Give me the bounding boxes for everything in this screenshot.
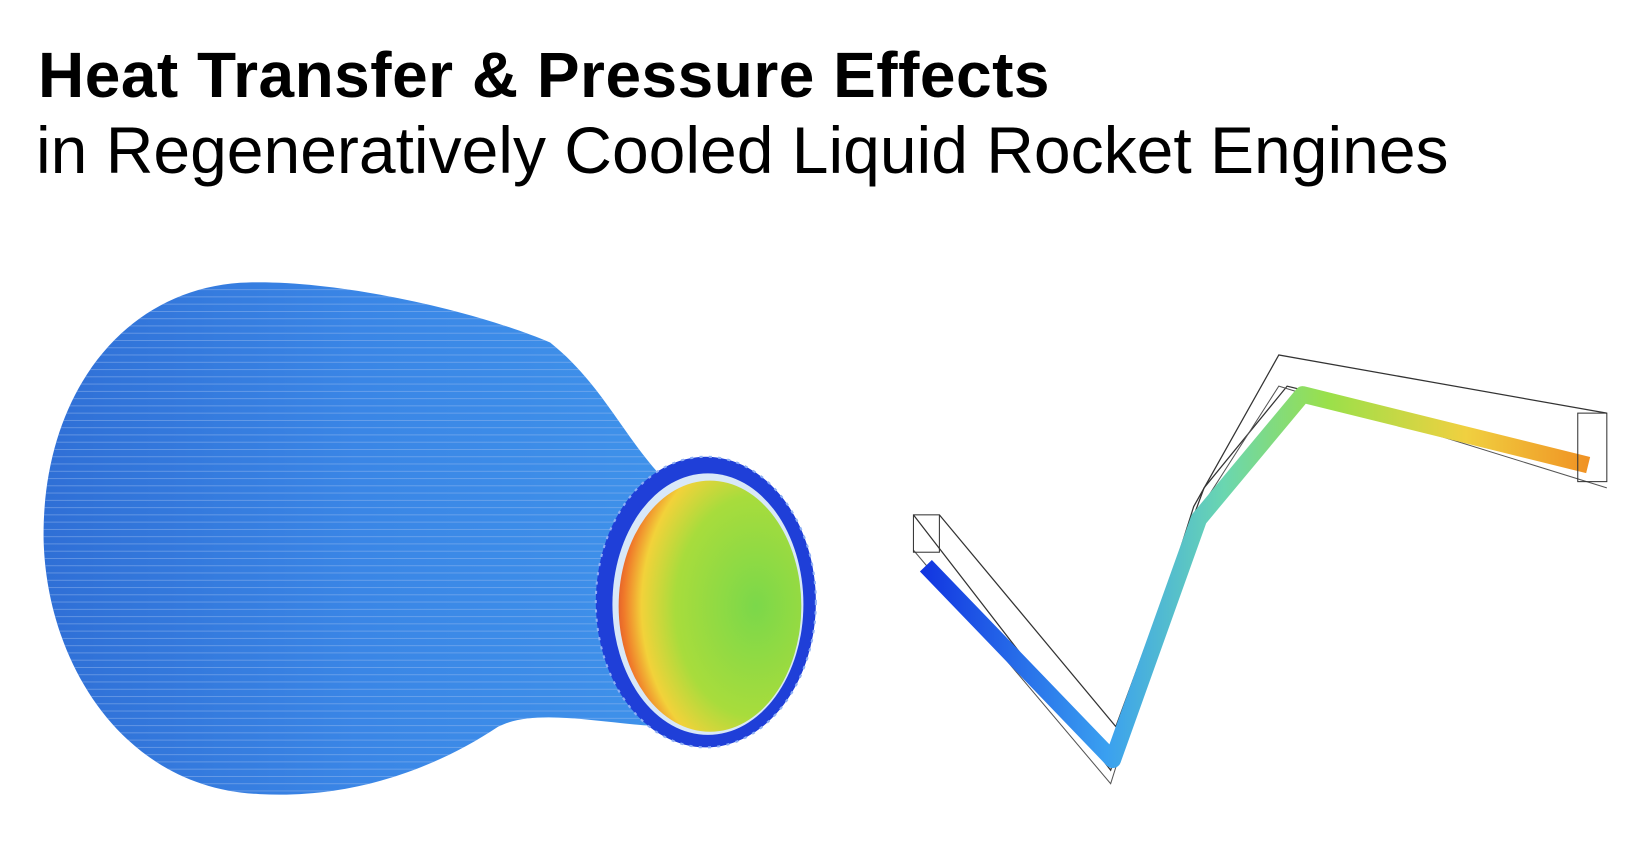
nozzle-illustration <box>43 282 817 795</box>
slide-title: Heat Transfer & Pressure Effects <box>38 39 1050 111</box>
channel-illustration <box>912 354 1608 785</box>
slide-subtitle: in Regeneratively Cooled Liquid Rocket E… <box>36 113 1449 187</box>
